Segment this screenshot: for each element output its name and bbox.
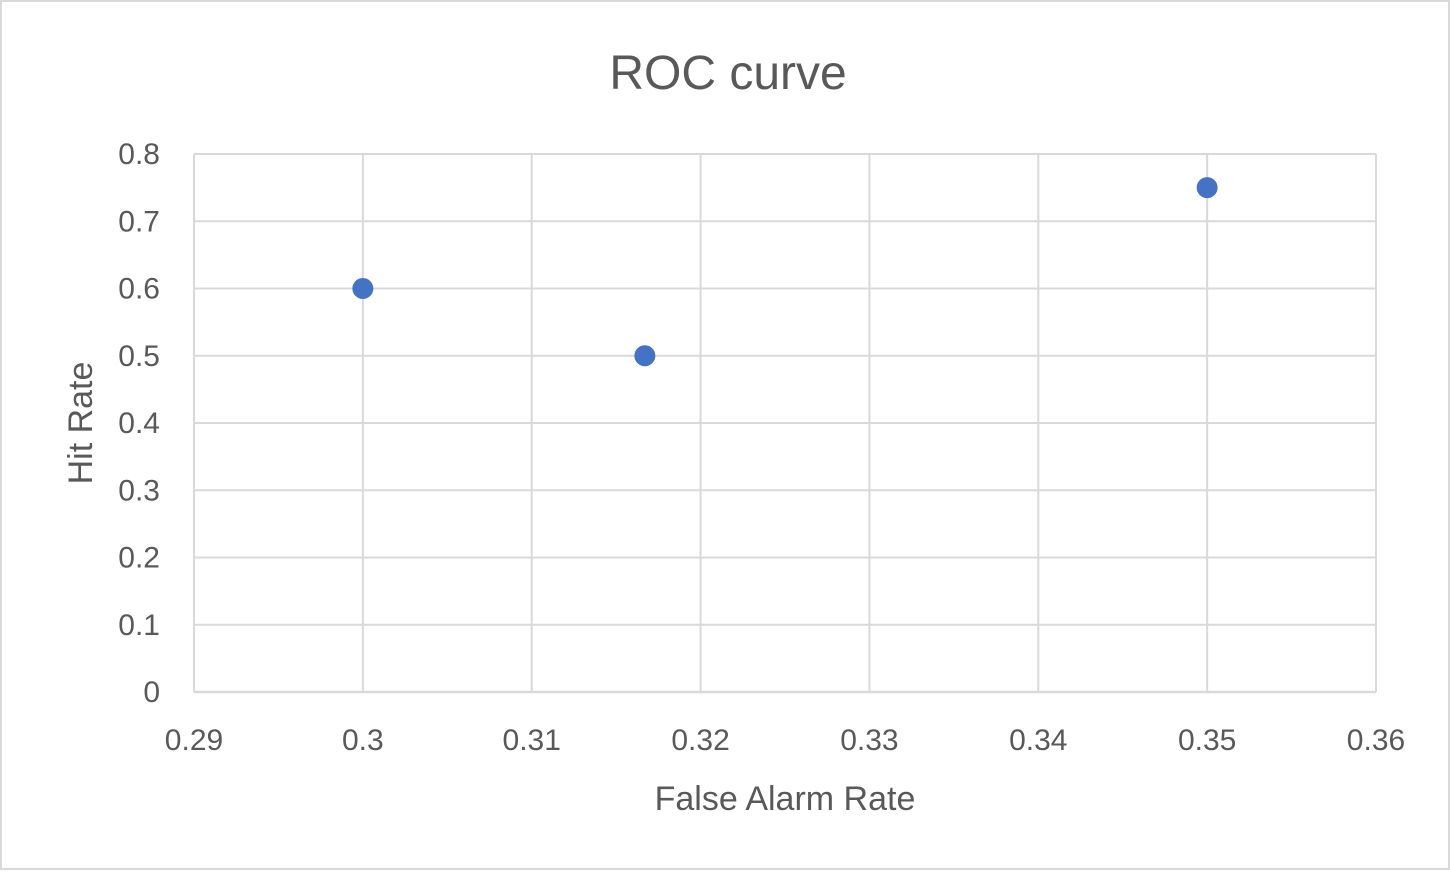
y-tick-label: 0.4	[118, 407, 160, 440]
x-tick-label: 0.3	[342, 724, 384, 757]
y-tick-label: 0.8	[118, 138, 160, 171]
y-tick-label: 0.1	[118, 609, 160, 642]
x-axis-title: False Alarm Rate	[655, 780, 916, 818]
x-tick-label: 0.29	[165, 724, 223, 757]
y-tick-label: 0.7	[118, 205, 160, 238]
y-tick-label: 0	[143, 676, 160, 709]
y-axis-title: Hit Rate	[62, 362, 100, 485]
x-tick-label: 0.34	[1009, 724, 1067, 757]
y-tick-label: 0.5	[118, 340, 160, 373]
x-tick-label: 0.33	[840, 724, 898, 757]
data-point	[634, 345, 656, 367]
x-tick-label: 0.36	[1347, 724, 1405, 757]
gridlines	[193, 153, 1377, 692]
y-tick-label: 0.2	[118, 542, 160, 575]
x-tick-label: 0.31	[503, 724, 561, 757]
tick-labels: 0 0.1 0.2 0.3 0.4 0.5 0.6 0.7 0.8 0.29 0.3 0.31 0.32…	[118, 138, 1405, 757]
chart-title: ROC curve	[609, 47, 846, 100]
data-points	[352, 177, 1218, 367]
x-tick-label: 0.32	[671, 724, 729, 757]
data-point	[1196, 177, 1218, 199]
y-tick-label: 0.6	[118, 273, 160, 306]
x-tick-label: 0.35	[1178, 724, 1236, 757]
y-tick-label: 0.3	[118, 474, 160, 507]
data-point	[352, 278, 374, 299]
